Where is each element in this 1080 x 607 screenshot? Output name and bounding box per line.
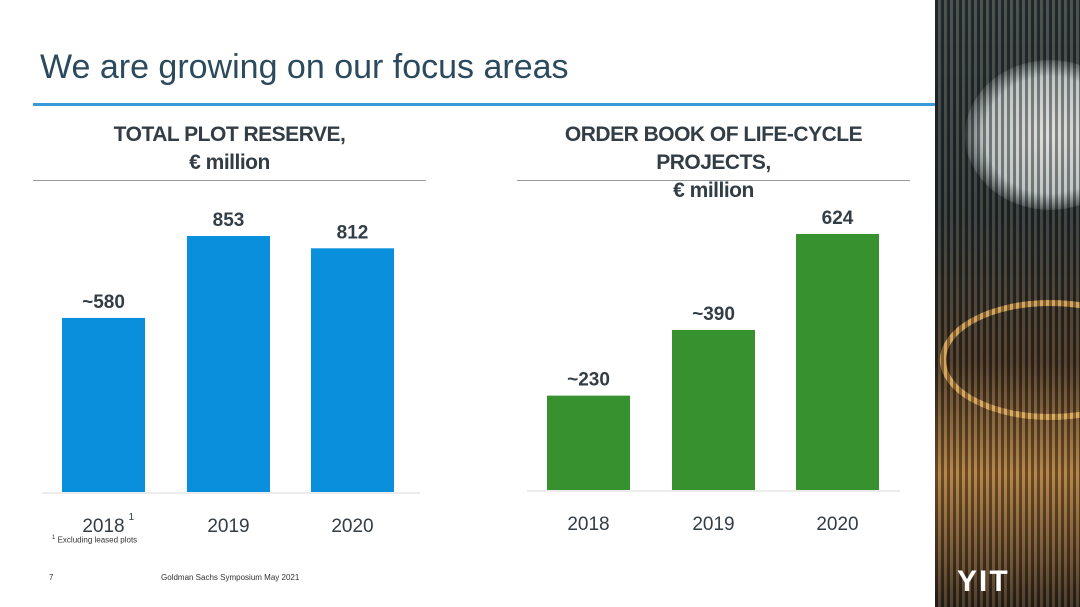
photo-ceiling-slats bbox=[935, 0, 1080, 607]
data-label: 853 bbox=[213, 210, 245, 231]
chart-title-line1: ORDER BOOK OF LIFE-CYCLE PROJECTS, bbox=[564, 123, 863, 174]
company-logo: YIT bbox=[957, 565, 1010, 598]
chart-title-divider bbox=[517, 180, 910, 181]
footnote-marker: 1 bbox=[52, 535, 56, 541]
chart-title-line1: TOTAL PLOT RESERVE, bbox=[113, 123, 346, 146]
bar-2018 bbox=[62, 317, 145, 492]
chart-title-line2: € million bbox=[673, 179, 754, 202]
footnote: 1 Excluding leased plots bbox=[52, 535, 137, 545]
category-label: 2018 bbox=[82, 516, 124, 537]
data-label: ~390 bbox=[692, 304, 735, 325]
category-label: 2019 bbox=[692, 514, 734, 535]
bar-2020 bbox=[796, 234, 879, 490]
chart-title-order-book: ORDER BOOK OF LIFE-CYCLE PROJECTS, € mil… bbox=[517, 121, 910, 205]
atrium-photo: YIT bbox=[935, 0, 1080, 607]
chart-title-divider bbox=[33, 180, 426, 181]
chart-title-plot-reserve: TOTAL PLOT RESERVE, € million bbox=[33, 121, 426, 177]
bar-2019 bbox=[187, 236, 270, 492]
page-number: 7 bbox=[49, 573, 54, 582]
bar-2019 bbox=[672, 330, 755, 490]
chart-title-line2: € million bbox=[189, 151, 270, 174]
data-label: ~230 bbox=[567, 370, 610, 391]
title-divider bbox=[33, 103, 1080, 106]
bar-2018 bbox=[547, 395, 630, 490]
category-label: 2019 bbox=[207, 516, 249, 537]
page-title: We are growing on our focus areas bbox=[40, 48, 569, 86]
category-superscript: 1 bbox=[129, 512, 135, 523]
category-label: 2020 bbox=[816, 514, 858, 535]
footnote-text: Excluding leased plots bbox=[57, 535, 138, 545]
category-label: 2018 bbox=[567, 514, 609, 535]
category-label: 2020 bbox=[331, 516, 373, 537]
data-label: 812 bbox=[337, 222, 369, 243]
data-label: ~580 bbox=[82, 292, 125, 313]
footer-text: Goldman Sachs Symposium May 2021 bbox=[161, 573, 300, 582]
data-label: 624 bbox=[822, 208, 854, 229]
bar-charts: ~580 2018 1 853 2019 812 2020 ~230 2018 ~390 2019 6… bbox=[42, 208, 900, 537]
bar-2020 bbox=[311, 248, 394, 492]
